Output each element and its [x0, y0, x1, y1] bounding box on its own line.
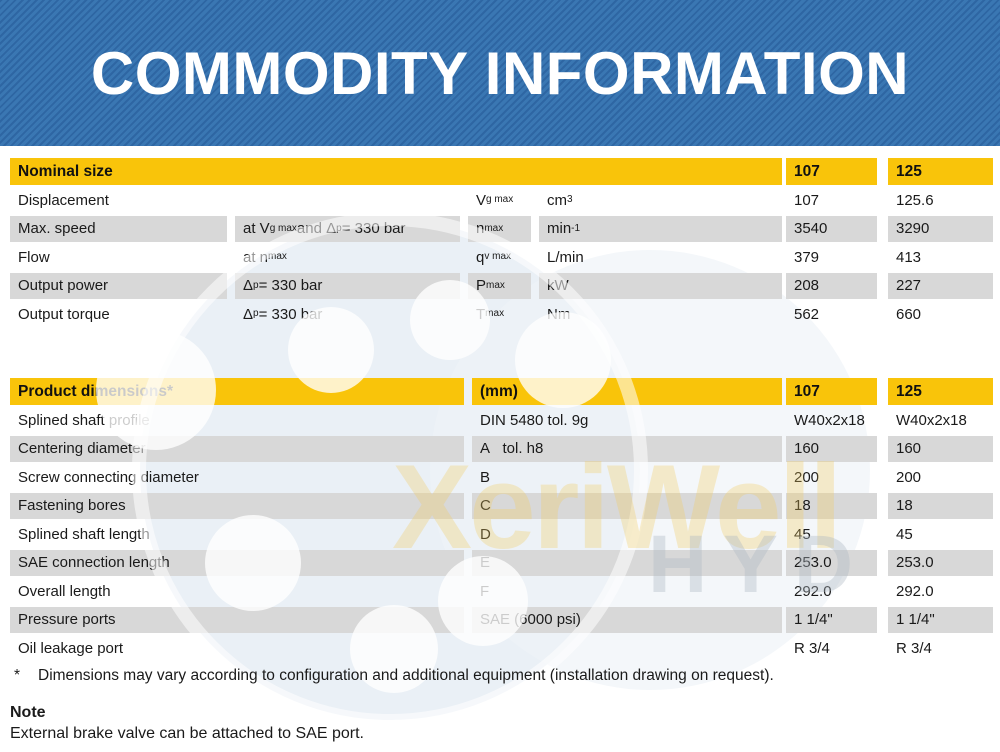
footnote: * Dimensions may vary according to confi…: [10, 667, 990, 685]
value-107: 107: [794, 191, 820, 209]
table-row: Overall length F 292.0 292.0: [10, 578, 993, 605]
value-125: 1 1/4": [888, 606, 993, 633]
row-spec: F: [480, 582, 490, 600]
row-spec: E: [472, 549, 782, 576]
value-125: 125.6: [896, 191, 934, 209]
value-107: W40x2x18: [794, 411, 865, 429]
row-label: Oil leakage port: [18, 639, 124, 657]
row-label: Max. speed: [10, 215, 227, 242]
product-dimensions-table: Product dimensions* (mm) 107 125 Splined…: [10, 378, 993, 662]
row-label: Output torque: [18, 305, 110, 323]
value-125: 413: [896, 248, 922, 266]
row-label: Overall length: [18, 582, 111, 600]
row-label: Output power: [10, 272, 227, 299]
value-107: R 3/4: [794, 639, 830, 657]
page-title: COMMODITY INFORMATION: [90, 39, 910, 107]
row-label: Splined shaft length: [18, 525, 150, 543]
nominal-table-title: Nominal size: [10, 158, 782, 185]
row-unit: min -1: [539, 215, 782, 242]
value-107: 562: [794, 305, 820, 323]
row-label: Centering diameter: [10, 435, 464, 462]
column-header-125: 125: [888, 158, 993, 185]
value-125: 292.0: [896, 582, 934, 600]
table-row: Splined shaft length D 45 45: [10, 521, 993, 548]
value-107: 18: [786, 492, 877, 519]
value-107: 379: [794, 248, 820, 266]
column-header-125: 125: [888, 378, 993, 405]
table-row: SAE connection length E 253.0 253.0: [10, 549, 993, 576]
value-125: 660: [896, 305, 922, 323]
row-label: Displacement: [18, 191, 109, 209]
column-header-mm: (mm): [472, 378, 782, 405]
value-125: 253.0: [888, 549, 993, 576]
value-107: 45: [794, 525, 811, 543]
note-block: Note External brake valve can be attache…: [10, 704, 990, 743]
row-condition: [235, 187, 460, 214]
row-spec: SAE (6000 psi): [472, 606, 782, 633]
row-unit: L/min: [547, 248, 584, 266]
row-label: Fastening bores: [10, 492, 464, 519]
value-125: 160: [888, 435, 993, 462]
value-125: 45: [896, 525, 913, 543]
row-label: Pressure ports: [10, 606, 464, 633]
value-125: R 3/4: [896, 639, 932, 657]
value-107: 253.0: [786, 549, 877, 576]
row-spec: DIN 5480 tol. 9g: [480, 411, 589, 429]
note-title: Note: [10, 704, 46, 721]
column-header-107: 107: [786, 158, 877, 185]
value-125: 227: [888, 272, 993, 299]
column-header-107: 107: [786, 378, 877, 405]
value-125: W40x2x18: [896, 411, 967, 429]
row-label: Flow: [18, 248, 50, 266]
value-107: 292.0: [794, 582, 832, 600]
value-125: 3290: [888, 215, 993, 242]
table-row: Centering diameter A tol. h8 160 160: [10, 435, 993, 462]
row-label: SAE connection length: [10, 549, 464, 576]
table-row: Oil leakage port R 3/4 R 3/4: [10, 635, 993, 662]
table-row: Fastening bores C 18 18: [10, 492, 993, 519]
value-107: 200: [794, 468, 820, 486]
row-label: Splined shaft profile: [18, 411, 150, 429]
row-spec: B: [480, 468, 491, 486]
value-107: 208: [786, 272, 877, 299]
row-unit: cm 3: [547, 191, 573, 209]
row-unit: kW: [539, 272, 782, 299]
value-107: 160: [786, 435, 877, 462]
row-spec: C: [472, 492, 782, 519]
dimensions-table-title: Product dimensions*: [10, 378, 464, 405]
row-spec: [472, 635, 782, 662]
value-107: 3540: [786, 215, 877, 242]
nominal-table-header-row: Nominal size 107 125: [10, 158, 993, 185]
value-107: 1 1/4": [786, 606, 877, 633]
row-label: Screw connecting diameter: [18, 468, 199, 486]
row-spec: D: [480, 525, 491, 543]
footnote-text: Dimensions may vary according to configu…: [38, 667, 774, 684]
row-condition: at n max: [243, 248, 287, 266]
row-symbol: n max: [468, 215, 531, 242]
title-banner: COMMODITY INFORMATION: [0, 0, 1000, 146]
dimensions-table-header-row: Product dimensions* (mm) 107 125: [10, 378, 993, 405]
note-text: External brake valve can be attached to …: [10, 725, 364, 742]
table-row: Screw connecting diameter B 200 200: [10, 464, 993, 491]
row-unit: Nm: [547, 305, 571, 323]
footnote-asterisk: *: [14, 667, 21, 684]
table-row: Pressure ports SAE (6000 psi) 1 1/4" 1 1…: [10, 606, 993, 633]
value-125: 18: [888, 492, 993, 519]
value-125: 200: [896, 468, 922, 486]
table-row: Splined shaft profile DIN 5480 tol. 9g W…: [10, 407, 993, 434]
row-spec: A tol. h8: [472, 435, 782, 462]
